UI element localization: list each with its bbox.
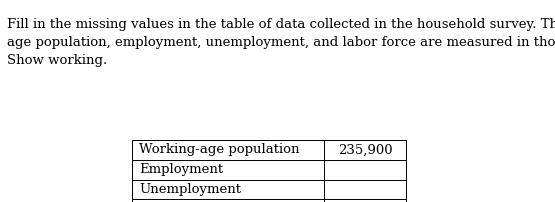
Text: Fill in the missing values in the table of data collected in the household surve: Fill in the missing values in the table … <box>7 18 555 31</box>
Text: Working-age population: Working-age population <box>139 143 300 156</box>
Text: age population, employment, unemployment, and labor force are measured in thousa: age population, employment, unemployment… <box>7 36 555 49</box>
Text: Show working.: Show working. <box>7 54 107 67</box>
Text: Employment: Employment <box>139 163 223 176</box>
Text: Unemployment: Unemployment <box>139 183 241 196</box>
Text: 235,900: 235,900 <box>337 143 392 156</box>
Bar <box>132 140 406 202</box>
